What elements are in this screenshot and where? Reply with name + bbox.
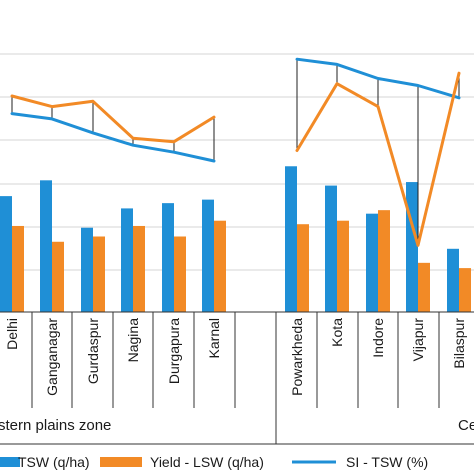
bar-series-0-ganganagar	[40, 180, 52, 312]
tick-label-durgapura: Durgapura	[166, 318, 182, 384]
zone-label-1: Ce	[458, 417, 474, 434]
tick-label-bilaspur: Bilaspur	[451, 318, 467, 369]
tick-label-karnal: Karnal	[206, 318, 222, 358]
tick-label-nagina: Nagina	[125, 318, 141, 363]
bar-series-0-delhi	[0, 196, 12, 312]
legend-key-1	[100, 457, 142, 467]
tick-label-gurdaspur: Gurdaspur	[85, 318, 101, 384]
bars	[0, 166, 471, 312]
bar-series-1-karnal	[214, 220, 226, 312]
tick-label-kota: Kota	[329, 318, 345, 347]
bar-series-1-ganganagar	[52, 241, 64, 312]
tick-label-indore: Indore	[370, 318, 386, 358]
bar-series-1-bilaspur	[459, 268, 471, 312]
bar-series-1-gurdaspur	[93, 236, 105, 312]
drop-lines	[11, 59, 460, 246]
legend-key-0	[0, 457, 20, 467]
line-series-0-zone-1	[295, 57, 461, 100]
line-series-0-zone-0	[10, 112, 216, 163]
lines	[10, 57, 461, 247]
bar-series-1-durgapura	[174, 236, 186, 312]
bar-series-1-indore	[378, 210, 390, 312]
tick-label-delhi: Delhi	[4, 318, 20, 350]
legend: TSW (q/ha) Yield - LSW (q/ha) SI - TSW (%)	[0, 454, 428, 470]
bar-series-1-vijapur	[418, 262, 430, 312]
bar-series-0-karnal	[202, 199, 214, 312]
bar-series-0-indore	[366, 213, 378, 312]
bar-series-0-nagina	[121, 208, 133, 312]
bar-series-1-kota	[337, 220, 349, 312]
bar-series-0-bilaspur	[447, 248, 459, 312]
tick-label-vijapur: Vijapur	[410, 318, 426, 362]
legend-label-1: Yield - LSW (q/ha)	[150, 454, 264, 470]
tick-label-ganganagar: Ganganagar	[44, 318, 60, 396]
line-series-1-zone-0	[10, 94, 216, 144]
bar-series-0-durgapura	[162, 203, 174, 312]
zone-label-0: stern plains zone	[0, 417, 111, 434]
legend-label-2: SI - TSW (%)	[346, 454, 428, 470]
tick-label-powarkheda: Powarkheda	[289, 318, 305, 396]
bar-series-1-delhi	[12, 225, 24, 312]
bar-series-0-kota	[325, 185, 337, 312]
bar-series-1-nagina	[133, 225, 145, 312]
category-axis: Delhi Ganganagar Gurdaspur Nagina Durgapura K…	[0, 311, 474, 445]
legend-label-0: TSW (q/ha)	[18, 454, 90, 470]
bar-series-0-powarkheda	[285, 166, 297, 312]
bar-series-0-vijapur	[406, 182, 418, 312]
gridlines	[0, 53, 474, 271]
bar-series-1-powarkheda	[297, 224, 309, 312]
bar-series-0-gurdaspur	[81, 227, 93, 312]
line-series-1-zone-1	[295, 71, 461, 247]
